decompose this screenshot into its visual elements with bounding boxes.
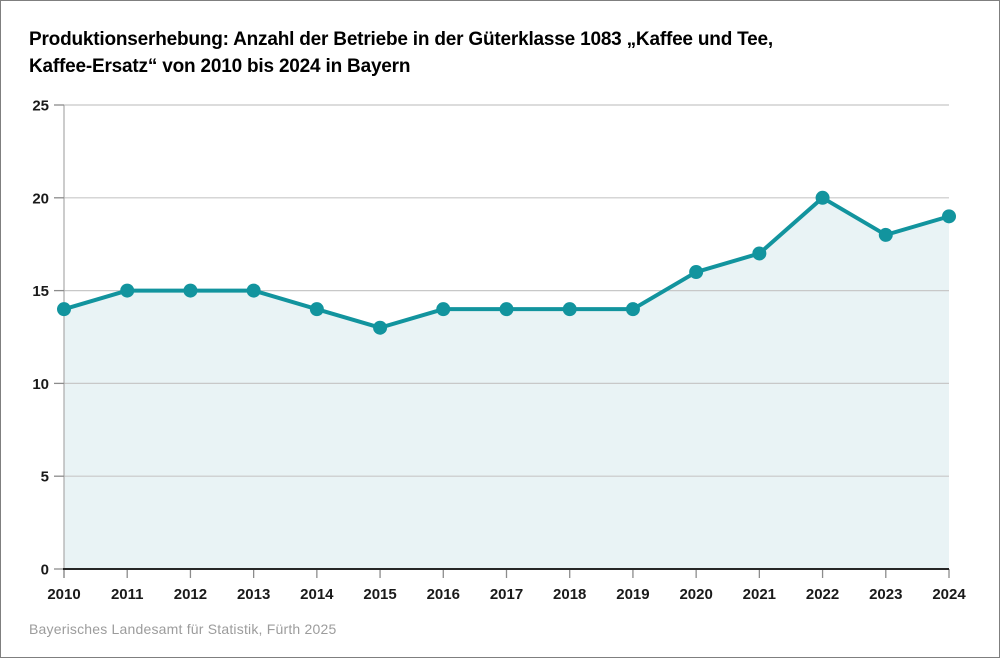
data-point: [309, 302, 324, 317]
x-tick-label: 2022: [806, 586, 839, 603]
data-point: [752, 246, 767, 261]
y-tick-label: 10: [32, 376, 49, 393]
data-point: [436, 302, 451, 317]
y-tick-label: 15: [32, 283, 49, 300]
x-tick-label: 2020: [679, 586, 712, 603]
data-point: [815, 190, 830, 205]
x-tick-label: 2021: [743, 586, 776, 603]
x-tick-label: 2019: [616, 586, 649, 603]
data-point: [183, 283, 198, 298]
y-tick-label: 0: [41, 562, 49, 579]
y-tick-label: 5: [41, 469, 49, 486]
x-tick-label: 2023: [869, 586, 902, 603]
y-tick-label: 25: [32, 98, 49, 115]
data-point: [942, 209, 956, 224]
x-tick-label: 2011: [111, 586, 144, 603]
data-point: [373, 320, 388, 335]
x-tick-label: 2013: [237, 586, 270, 603]
x-tick-label: 2016: [427, 586, 460, 603]
x-tick-label: 2012: [174, 586, 207, 603]
x-tick-label: 2014: [300, 586, 334, 603]
source-note: Bayerisches Landesamt für Statistik, Für…: [29, 621, 337, 637]
x-tick-label: 2018: [553, 586, 586, 603]
data-point: [499, 302, 514, 317]
data-point: [120, 283, 135, 298]
data-point: [689, 265, 704, 280]
data-point: [878, 227, 893, 242]
y-tick-label: 20: [32, 190, 49, 207]
data-point: [625, 302, 640, 317]
chart-title-line1: Produktionserhebung: Anzahl der Betriebe…: [29, 29, 773, 50]
x-tick-label: 2010: [47, 586, 80, 603]
x-tick-label: 2015: [363, 586, 396, 603]
data-point: [57, 302, 71, 317]
data-point: [562, 302, 577, 317]
x-tick-label: 2024: [932, 586, 966, 603]
chart-title-line2: Kaffee-Ersatz“ von 2010 bis 2024 in Baye…: [29, 56, 411, 77]
chart-title: Produktionserhebung: Anzahl der Betriebe…: [29, 26, 773, 80]
data-point: [246, 283, 261, 298]
x-tick-label: 2017: [490, 586, 523, 603]
